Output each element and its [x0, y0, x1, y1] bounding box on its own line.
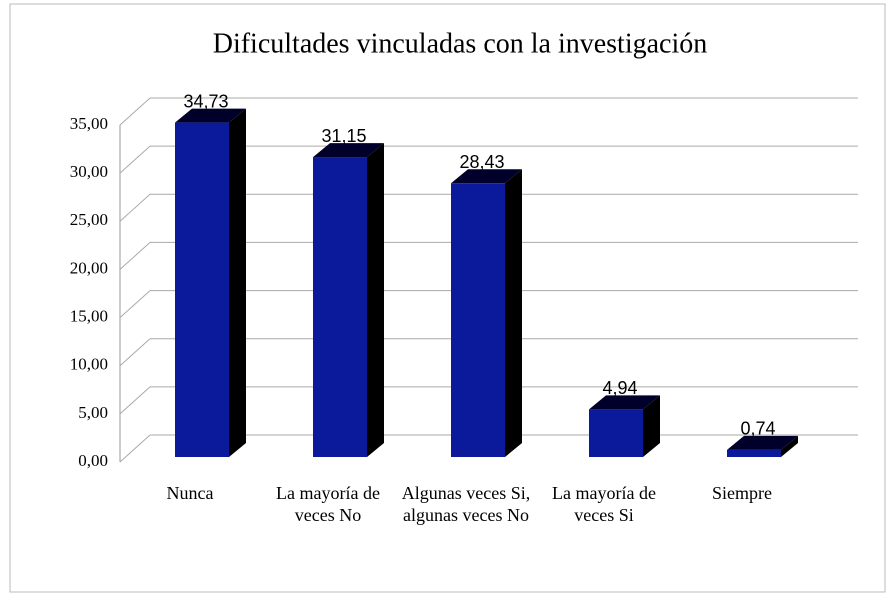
y-tick-label: 15,00: [70, 306, 108, 325]
bar-top: [175, 108, 246, 123]
x-tick-label: Nunca: [166, 483, 214, 503]
bar-top: [313, 143, 384, 158]
y-tick-label: 0,00: [78, 451, 108, 470]
bar: [313, 157, 367, 457]
bar-side: [505, 169, 522, 458]
data-label: 28,43: [459, 152, 504, 172]
bar-side: [229, 108, 246, 457]
y-tick-label: 25,00: [70, 210, 108, 229]
x-tick-label: Siempre: [712, 483, 772, 503]
bar: [589, 409, 643, 457]
y-tick-label: 10,00: [70, 355, 108, 374]
x-tick-label: La mayoría de veces No: [276, 483, 380, 525]
bar-side: [643, 395, 660, 457]
x-tick-label: La mayoría de veces Si: [552, 483, 656, 525]
data-label: 34,73: [183, 91, 228, 111]
chart-title: Dificultades vinculadas con la investiga…: [213, 28, 708, 59]
grid-line: [119, 97, 151, 126]
grid-line: [119, 193, 151, 222]
grid-line: [119, 290, 151, 318]
x-tick-label: Algunas veces Si, algunas veces No: [401, 483, 531, 525]
grid-line: [119, 386, 151, 415]
chart-frame: [9, 3, 886, 593]
bar: [727, 449, 781, 457]
bar: [451, 183, 505, 458]
data-label: 0,74: [740, 419, 775, 439]
y-tick-label: 30,00: [70, 162, 108, 181]
bar-top: [451, 169, 522, 184]
bar-top: [589, 395, 660, 410]
grid-line: [119, 434, 151, 463]
bar-top: [727, 435, 798, 450]
grid-line: [119, 145, 151, 174]
y-tick-label: 20,00: [70, 258, 108, 277]
bar-side: [781, 435, 798, 457]
bar-side: [367, 143, 384, 457]
y-tick-label: 35,00: [70, 114, 108, 133]
y-tick-label: 5,00: [78, 403, 108, 422]
grid-line: [119, 338, 151, 367]
data-label: 4,94: [602, 378, 637, 398]
bar: [175, 122, 229, 457]
grid-line: [119, 242, 151, 270]
data-label: 31,15: [321, 126, 366, 146]
